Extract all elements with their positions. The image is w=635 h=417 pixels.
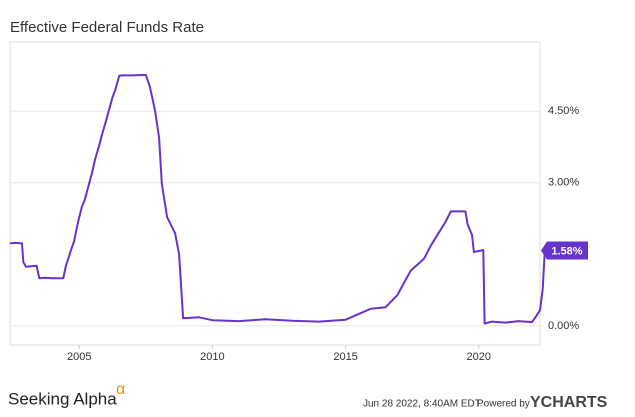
timestamp: Jun 28 2022, 8:40AM EDT.	[363, 399, 483, 410]
series-line	[9, 73, 546, 325]
brand: Seeking Alpha	[8, 389, 117, 408]
chart-title: Effective Federal Funds Rate	[10, 19, 204, 36]
y-tick-label: 4.50%	[548, 105, 579, 117]
value-callout	[541, 241, 588, 260]
value-label: 1.58%	[551, 245, 582, 257]
y-tick-label: 3.00%	[548, 177, 579, 189]
y-tick-label: 0.00%	[548, 320, 579, 332]
x-tick-label: 2015	[333, 351, 357, 363]
plot-frame	[9, 41, 541, 346]
provider: YCHARTS	[530, 394, 608, 411]
x-tick-label: 2010	[200, 351, 224, 363]
powered-by: Powered by	[477, 399, 530, 410]
x-tick-label: 2020	[467, 351, 491, 363]
x-tick-label: 2005	[67, 351, 91, 363]
brand-mark: α	[116, 381, 125, 398]
